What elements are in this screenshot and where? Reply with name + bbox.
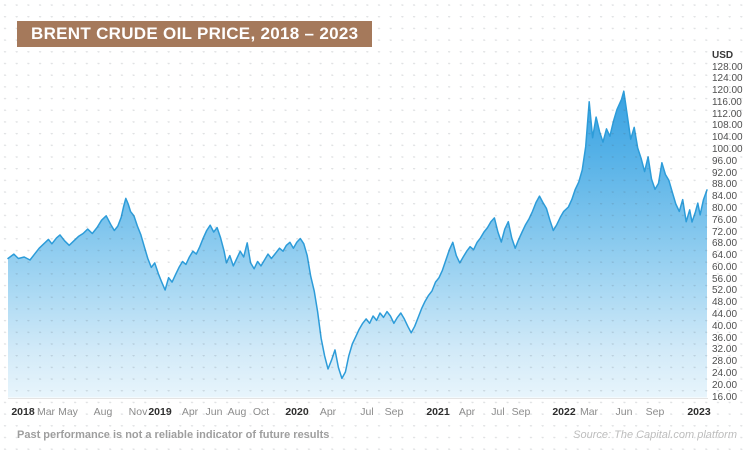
x-tick-month-label: Apr <box>181 406 199 418</box>
y-tick-label: 80.00 <box>712 202 738 214</box>
y-tick-label: 92.00 <box>712 167 738 179</box>
x-tick-year-label: 2023 <box>687 406 711 418</box>
source-text: Source: The Capital.com platform <box>573 429 737 441</box>
y-tick-label: 56.00 <box>712 273 738 285</box>
price-line <box>7 90 708 380</box>
y-tick-label: 40.00 <box>712 320 738 332</box>
title-banner: BRENT CRUDE OIL PRICE, 2018 – 2023 <box>17 21 373 47</box>
y-tick-label: 116.00 <box>712 96 742 108</box>
x-tick-month-label: Apr <box>458 406 476 418</box>
y-tick-label: 32.00 <box>712 344 738 356</box>
x-tick-month-label: Sep <box>384 406 404 418</box>
y-tick-label: 124.00 <box>712 73 743 85</box>
x-tick-month-label: Oct <box>252 406 270 418</box>
y-tick-label: 112.00 <box>712 108 742 120</box>
y-tick-label: 104.00 <box>712 132 743 144</box>
disclaimer-text: Past performance is not a reliable indic… <box>17 429 330 441</box>
x-tick-month-label: Sep <box>511 406 531 418</box>
x-axis-line <box>8 398 708 399</box>
y-tick-label: 120.00 <box>712 85 743 97</box>
x-tick-month-label: Apr <box>319 406 337 418</box>
y-tick-label: 108.00 <box>712 120 743 132</box>
y-tick-label: 20.00 <box>712 379 738 391</box>
x-tick-month-label: Aug <box>227 406 247 418</box>
x-tick-month-label: Jun <box>615 406 633 418</box>
y-tick-label: 28.00 <box>712 356 738 368</box>
x-tick-month-label: Aug <box>93 406 113 418</box>
y-tick-label: 36.00 <box>712 332 738 344</box>
x-tick-year-label: 2022 <box>552 406 576 418</box>
x-tick-month-label: Sep <box>645 406 665 418</box>
x-tick-month-label: Nov <box>128 406 148 418</box>
x-tick-month-label: May <box>58 406 78 418</box>
page-title: BRENT CRUDE OIL PRICE, 2018 – 2023 <box>31 24 359 43</box>
y-tick-label: 52.00 <box>712 285 738 297</box>
y-tick-label: 100.00 <box>712 144 743 155</box>
x-tick-month-label: Jul <box>360 406 374 418</box>
y-tick-label: 44.00 <box>712 309 738 320</box>
y-tick-label: 76.00 <box>712 214 738 226</box>
x-tick-month-label: Mar <box>36 406 56 418</box>
y-tick-label: 128.00 <box>712 61 743 73</box>
y-tick-label: 64.00 <box>712 250 738 262</box>
x-tick-year-label: 2020 <box>285 406 309 418</box>
price-area-fill <box>8 91 707 398</box>
y-tick-label: 16.00 <box>712 391 738 403</box>
x-tick-year-label: 2018 <box>11 406 35 418</box>
x-tick-year-label: 2019 <box>148 406 172 418</box>
y-tick-label: 24.00 <box>712 367 738 379</box>
x-tick-month-label: Jun <box>205 406 223 418</box>
y-tick-label: 68.00 <box>712 238 738 250</box>
y-tick-label: 48.00 <box>712 297 738 309</box>
x-tick-month-label: Jul <box>491 406 505 418</box>
y-tick-label: 84.00 <box>712 191 738 203</box>
x-tick-year-label: 2021 <box>426 406 450 418</box>
y-tick-label: 72.00 <box>712 226 738 238</box>
y-tick-label: 96.00 <box>712 155 738 167</box>
y-tick-label: 88.00 <box>712 179 738 191</box>
y-tick-label: 60.00 <box>712 261 738 273</box>
y-axis-unit-label: USD <box>712 50 734 61</box>
x-tick-month-label: Mar <box>579 406 599 418</box>
